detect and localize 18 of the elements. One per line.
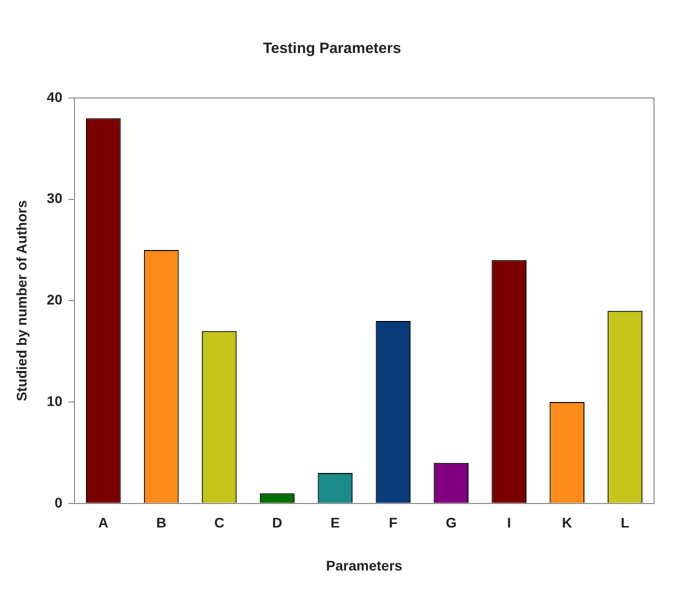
y-tick-label: 20 (46, 292, 63, 308)
y-tick-label: 40 (46, 88, 63, 105)
x-tick-label: L (620, 514, 630, 531)
y-tick-label: 10 (46, 392, 63, 409)
y-axis-title: Studied by number of Authors (13, 200, 30, 402)
y-tick-label: 0 (54, 494, 63, 510)
x-tick-label: G (446, 514, 457, 531)
x-tick-label: D (272, 514, 282, 531)
x-tick-label: E (330, 514, 340, 531)
x-tick-label: C (214, 514, 224, 531)
x-tick-label: B (156, 514, 166, 531)
x-tick-label: I (507, 514, 512, 531)
chart-title: Testing Parameters (262, 40, 402, 58)
y-tick-label: 30 (46, 190, 63, 206)
x-tick-label: F (388, 514, 398, 531)
x-tick-label: A (98, 514, 108, 531)
x-tick-label: K (562, 514, 572, 531)
x-axis-title: Parameters (326, 557, 403, 574)
